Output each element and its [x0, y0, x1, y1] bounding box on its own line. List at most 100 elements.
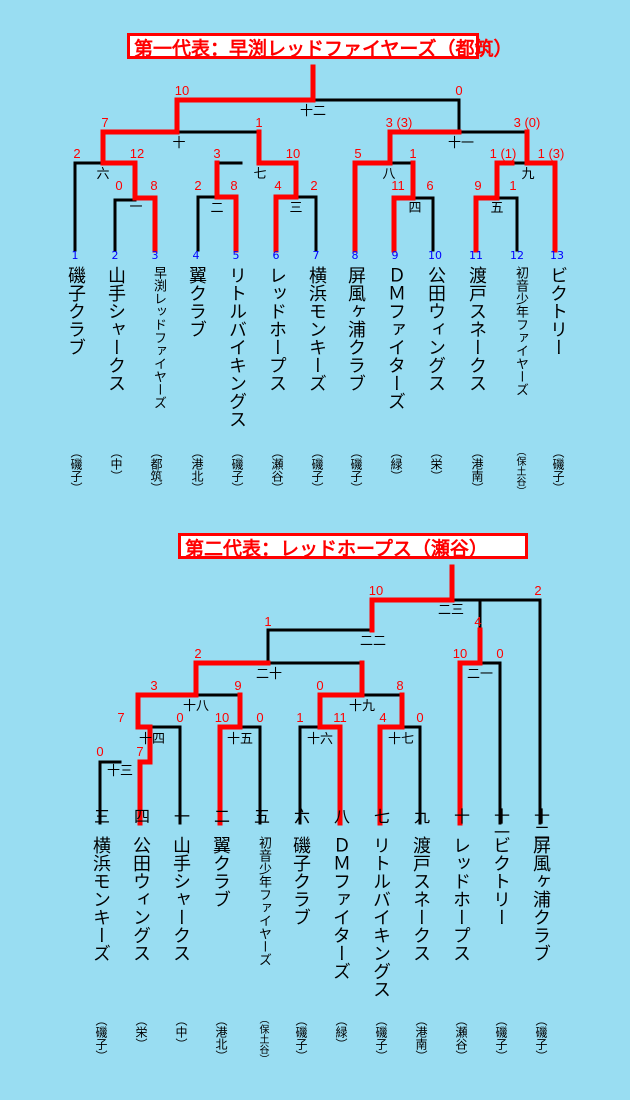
b1-game-label: 三 [289, 201, 302, 216]
b1-score: 1 [409, 146, 416, 161]
bracket1-title: 第一代表：早渕レッドファイヤーズ（都筑） [127, 33, 512, 60]
team-region: （栄） [134, 1014, 148, 1050]
team-seed: 十一 [491, 808, 510, 840]
team-name: 渡戸スネークス [466, 266, 487, 392]
b2-line [238, 725, 262, 825]
team-number: 10 [428, 249, 442, 262]
team-region: （磯子） [534, 1014, 548, 1062]
b2-score: 4 [474, 614, 481, 629]
team-name: 渡戸スネークス [410, 836, 431, 962]
team-name: 翼クラブ [210, 836, 231, 908]
b1-game-label: 一 [129, 200, 142, 215]
b2-score: 10 [369, 583, 383, 598]
team-region: （港南） [414, 1014, 428, 1062]
b2-score: 11 [333, 710, 347, 725]
team-region: （港北） [190, 446, 204, 494]
team-name: リトルバイキングス [226, 266, 247, 428]
bracket2-title: 第二代表：レッドホープス（瀬谷） [178, 533, 528, 560]
b1-line [294, 195, 318, 252]
b2-game-label: 十九 [349, 699, 375, 714]
b1-score: 5 [354, 146, 361, 161]
team-name: 初音少年ファイヤーズ [256, 836, 271, 966]
team-region: （保土谷） [514, 446, 525, 496]
team-region: （磯子） [374, 1014, 388, 1062]
team-number: 11 [469, 249, 483, 262]
b1-path [256, 129, 299, 253]
b2-score: 2 [534, 583, 541, 598]
b2-score: 0 [496, 646, 503, 661]
team-region: （都筑） [149, 446, 163, 494]
b1-path [352, 129, 462, 253]
b2-score: 10 [453, 646, 467, 661]
team-name: ＤＭファイターズ [330, 836, 351, 980]
team-name: 山手シャークス [170, 836, 191, 962]
team-seed: 五 [251, 808, 270, 824]
team-number: 5 [232, 249, 240, 262]
b1-score: 6 [426, 178, 433, 193]
b1-score: 8 [150, 178, 157, 193]
team-region: （磯子） [494, 1014, 508, 1062]
b2-score: 1 [296, 710, 303, 725]
team-number: 7 [312, 249, 320, 262]
b1-path [214, 160, 239, 253]
b2-game-label: 二二 [360, 634, 386, 649]
b2-line [298, 725, 322, 825]
b2-path [369, 564, 455, 633]
b1-path [524, 129, 558, 253]
bracket2-game-labels: 二三 二二 二十 十八 十九 二一 十四 十五 十六 十七 十三 [107, 603, 493, 779]
bracket2-scores: 10 2 1 4 2 9 0 8 10 0 3 7 0 10 0 1 11 4 … [96, 583, 541, 759]
b2-score: 4 [379, 710, 386, 725]
b1-score: 1 [509, 178, 516, 193]
team-region: （磯子） [349, 446, 363, 494]
b2-score: 7 [117, 710, 124, 725]
b2-score: 0 [416, 710, 423, 725]
b2-path [135, 660, 271, 826]
b1-score: 2 [194, 178, 201, 193]
bracket1-lines [73, 98, 529, 252]
b1-score: 10 [175, 83, 189, 98]
team-name: リトルバイキングス [370, 836, 391, 998]
b1-score: 1 (1) [490, 146, 517, 161]
b2-game-label: 二十 [256, 667, 282, 682]
b2-path [457, 627, 483, 826]
b1-game-label: 七 [253, 167, 266, 182]
team-region: （港南） [470, 446, 484, 494]
team-name: 屏風ヶ浦クラブ [345, 266, 366, 392]
team-region: （保土谷） [257, 1014, 268, 1064]
team-region: （磯子） [230, 446, 244, 494]
b2-game-label: 二一 [467, 667, 493, 682]
team-seed: 七 [371, 808, 390, 824]
team-number: 3 [151, 249, 159, 262]
b2-line [98, 760, 122, 825]
b2-game-label: 十五 [227, 732, 253, 747]
b1-game-label: 五 [490, 201, 503, 216]
bracket1-winner-paths [100, 64, 558, 253]
team-seed: 二 [211, 808, 230, 824]
b2-score: 2 [194, 646, 201, 661]
b2-game-label: 十四 [139, 732, 165, 747]
team-seed: 十 [451, 808, 470, 824]
team-name: 翼クラブ [186, 266, 207, 338]
team-seed: 八 [331, 808, 350, 824]
team-region: （港北） [214, 1014, 228, 1062]
b1-line [196, 195, 220, 252]
team-seed: 九 [411, 808, 430, 824]
team-region: （瀬谷） [454, 1014, 468, 1062]
b2-score: 0 [176, 710, 183, 725]
team-name: レッドホープス [266, 266, 287, 392]
b1-score: 10 [286, 146, 300, 161]
b2-game-label: 十六 [307, 732, 333, 747]
b1-score: 1 [255, 115, 262, 130]
b1-score: 9 [474, 178, 481, 193]
team-name: ＤＭファイターズ [385, 266, 406, 410]
team-name: ビクトリー [490, 836, 511, 926]
team-name: 横浜モンキーズ [306, 266, 327, 392]
team-seed: 四 [131, 808, 150, 824]
b2-score: 1 [264, 614, 271, 629]
b2-score: 10 [215, 710, 229, 725]
b1-game-label: 六 [96, 167, 109, 182]
b2-path [317, 660, 365, 826]
b2-score: 3 [150, 678, 157, 693]
team-name: ビクトリー [547, 266, 568, 356]
b2-line [478, 661, 502, 825]
